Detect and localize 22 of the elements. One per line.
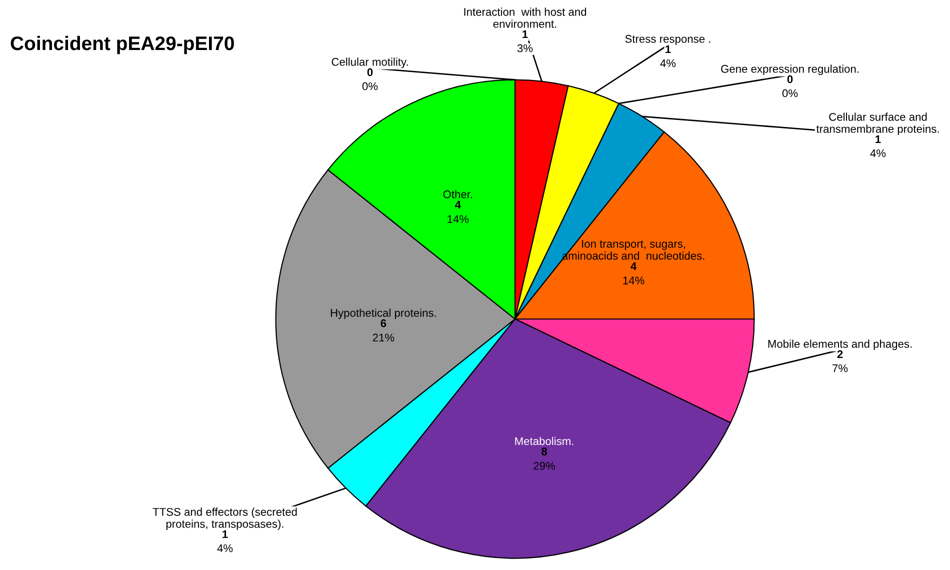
- text: 0 0%: [782, 75, 798, 98]
- text: Coincident pEA29-pEI70: [10, 36, 234, 54]
- data-label: 8 29%: [534, 448, 555, 470]
- category-label: Gene expression regulation.: [721, 64, 858, 75]
- slice-label: Interaction with host and environment.: [464, 8, 586, 28]
- data-label: 6 21%: [372, 319, 394, 342]
- data-label: 1 3%: [517, 30, 533, 52]
- data-label: 1 4%: [870, 135, 886, 158]
- data-label: 1 4%: [660, 45, 676, 68]
- data-label: 4 14%: [448, 200, 469, 223]
- category-label: Cellular motility.: [332, 58, 408, 68]
- data-label: 1 4%: [217, 530, 233, 552]
- text: 0 0%: [362, 68, 378, 90]
- slice-label: Metabolism.: [515, 436, 574, 446]
- slice-label: TTSS and effectors (secreted proteins, transposases).: [152, 508, 297, 530]
- data-label: 2 7%: [832, 350, 848, 372]
- slice-label: Hypothetical proteins.: [330, 308, 436, 319]
- slice-label: Stress response .: [625, 34, 710, 45]
- data-label: 4 14%: [623, 262, 644, 284]
- slice-label: Other.: [443, 190, 472, 198]
- slice-label: Cellular surface and transmembrane proteins.: [816, 112, 939, 135]
- slice-label: Mobile elements and phages.: [768, 340, 912, 350]
